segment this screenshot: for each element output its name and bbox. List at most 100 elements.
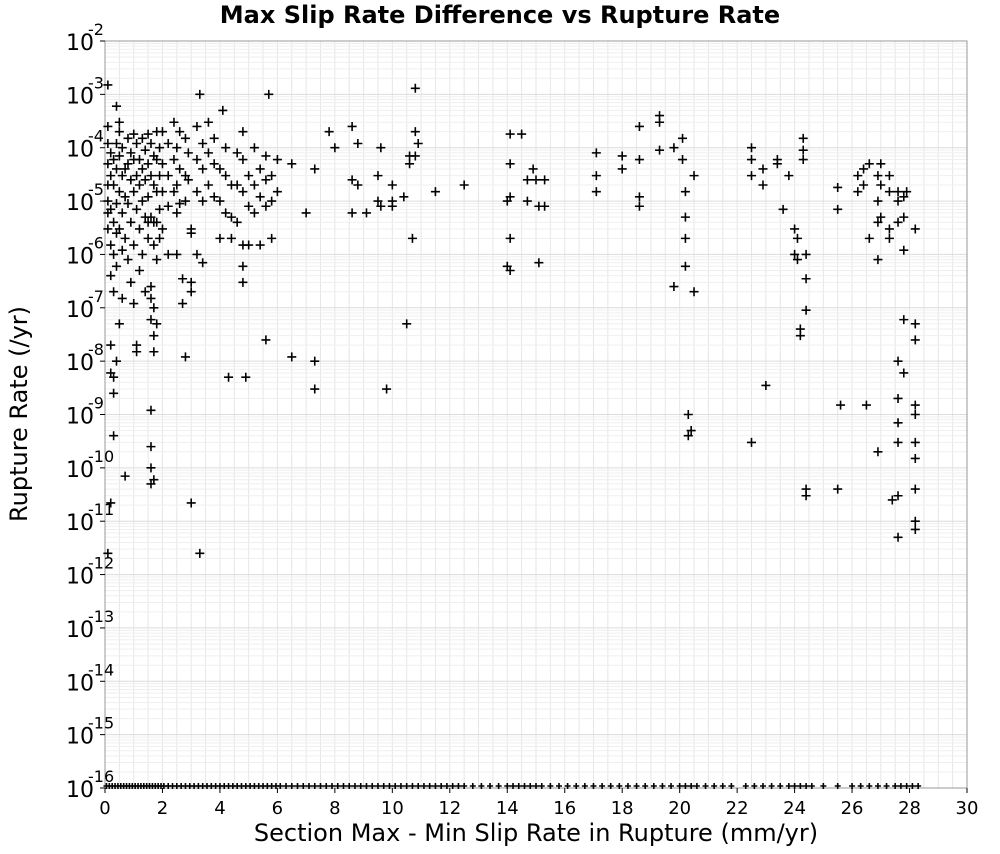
data-point [689, 171, 699, 181]
data-point [790, 224, 800, 234]
data-point [634, 121, 644, 131]
data-point [801, 249, 811, 259]
data-point [910, 524, 920, 534]
zero-rate-point [711, 783, 718, 789]
data-point [238, 155, 248, 165]
data-point [123, 255, 133, 265]
data-point [387, 201, 397, 211]
zero-rate-point [415, 783, 422, 789]
data-point [899, 245, 909, 255]
x-tick-label: 0 [99, 798, 110, 819]
data-point [146, 138, 156, 148]
data-point [215, 196, 225, 206]
data-point [129, 129, 139, 139]
data-point [106, 148, 116, 158]
data-point [376, 201, 386, 211]
data-point [261, 151, 271, 161]
data-point [861, 400, 871, 410]
y-tick-label: 10 [66, 138, 94, 163]
zero-rate-point [633, 783, 640, 789]
y-tick-label: 10 [66, 31, 94, 56]
zero-rate-point [616, 783, 623, 789]
data-point [249, 180, 259, 190]
x-tick-label: 6 [272, 798, 283, 819]
zero-rate-point [469, 783, 476, 789]
x-tick-label: 8 [329, 798, 340, 819]
x-tick-label: 12 [438, 798, 461, 819]
data-point [505, 265, 515, 275]
zero-rate-point [607, 783, 614, 789]
y-tick-exponent: -14 [88, 660, 114, 679]
data-point [540, 201, 550, 211]
data-point [152, 155, 162, 165]
data-point [114, 224, 124, 234]
data-point [114, 187, 124, 197]
data-point [373, 171, 383, 181]
data-point [149, 331, 159, 341]
x-tick-label: 2 [157, 798, 168, 819]
data-point [146, 171, 156, 181]
zero-rate-point [323, 783, 330, 789]
zero-rate-point [650, 783, 657, 789]
y-tick-label: 10 [66, 458, 94, 483]
data-point [778, 204, 788, 214]
zero-rate-point [659, 783, 666, 789]
data-point [157, 127, 167, 137]
data-point [747, 437, 756, 447]
zero-rate-point [791, 783, 798, 789]
y-tick-exponent: -8 [88, 340, 104, 359]
data-point [132, 204, 142, 214]
data-point [186, 277, 196, 287]
x-axis-ticks: 0 2 4 6 8 10 12 14 16 18 20 22 24 26 28 30 [99, 788, 978, 819]
data-point [244, 201, 254, 211]
zero-rate-point [409, 783, 416, 789]
data-point [893, 217, 903, 227]
data-point [117, 293, 127, 303]
data-point [155, 204, 165, 214]
data-point [873, 255, 883, 265]
zero-rate-point [759, 783, 766, 789]
zero-rate-point [883, 783, 890, 789]
data-point [244, 171, 254, 181]
data-point [376, 143, 386, 153]
data-point [140, 287, 150, 297]
data-point [798, 145, 808, 155]
data-point [111, 138, 121, 148]
data-point [347, 121, 357, 131]
data-point [232, 148, 242, 158]
zero-rate-point [668, 783, 675, 789]
zero-rate-point [426, 783, 433, 789]
data-point [192, 121, 202, 131]
data-point [123, 199, 133, 209]
y-tick-label: 10 [66, 351, 94, 376]
data-point [103, 121, 113, 131]
data-point [798, 155, 808, 165]
data-point [186, 498, 196, 508]
zero-rate-point [478, 783, 485, 789]
data-point [910, 319, 920, 329]
data-point [893, 393, 903, 403]
data-point [353, 138, 363, 148]
zero-rate-point [495, 783, 502, 789]
data-point [126, 148, 136, 158]
data-point [382, 384, 392, 394]
data-point [129, 240, 139, 250]
data-point [680, 212, 690, 222]
data-point [884, 224, 894, 234]
data-point [221, 208, 231, 218]
data-point [617, 151, 627, 161]
data-point [140, 175, 150, 185]
data-point [117, 245, 127, 255]
data-point [301, 208, 311, 218]
zero-rate-point [504, 783, 511, 789]
data-point [146, 315, 156, 325]
data-point [143, 129, 153, 139]
data-point [114, 127, 124, 137]
data-point [410, 83, 420, 93]
chart-title: Max Slip Rate Difference vs Rupture Rate [220, 1, 780, 29]
zero-rate-point [555, 783, 562, 789]
zero-rate-point [380, 783, 387, 789]
data-point [893, 491, 903, 501]
data-point [361, 208, 371, 218]
zero-rate-point [283, 783, 290, 789]
